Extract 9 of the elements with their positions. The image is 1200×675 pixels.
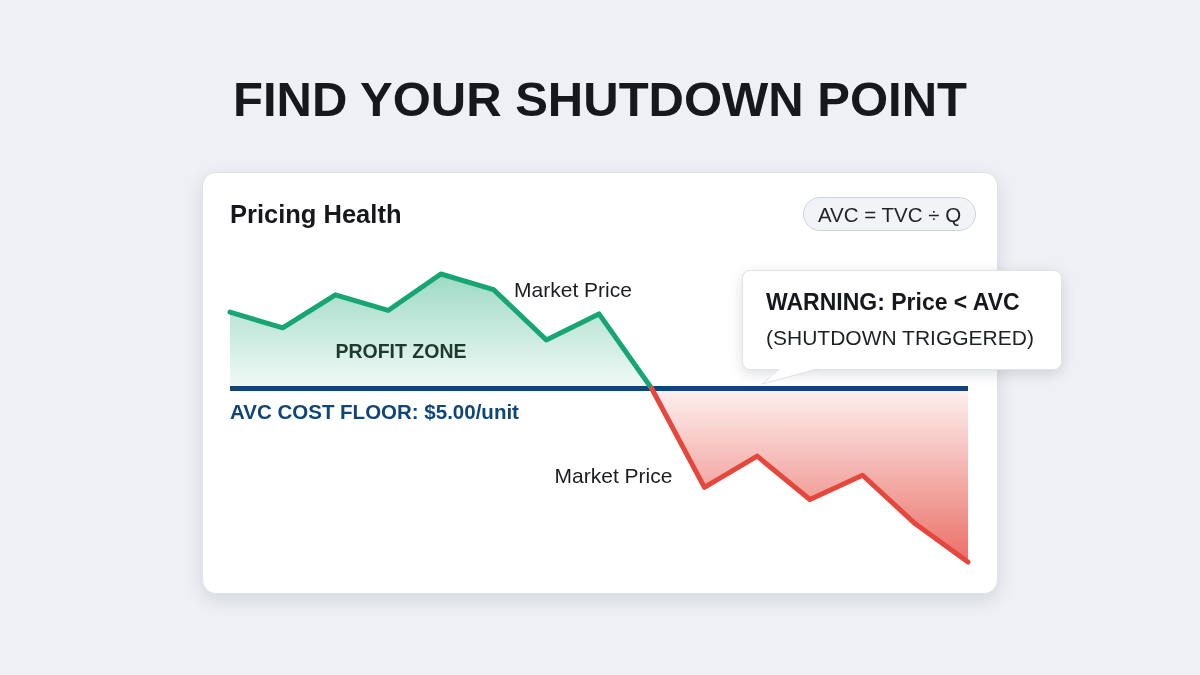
chart-title: FIND YOUR SHUTDOWN POINT	[232, 72, 968, 126]
annotation: PROFIT ZONE	[335, 340, 467, 362]
series-label: Market Price	[554, 464, 673, 488]
annotation: AVC COST FLOOR: $5.00/unit	[230, 399, 520, 423]
formula-badge: AVC = TVC ÷ Q	[803, 197, 976, 231]
series-label: Market Price	[514, 277, 632, 301]
annotation: (SHUTDOWN TRIGGERED)	[766, 326, 1034, 349]
chart-subtitle: Pricing Health	[230, 200, 402, 228]
annotation: WARNING: Price < AVC	[766, 289, 1020, 315]
